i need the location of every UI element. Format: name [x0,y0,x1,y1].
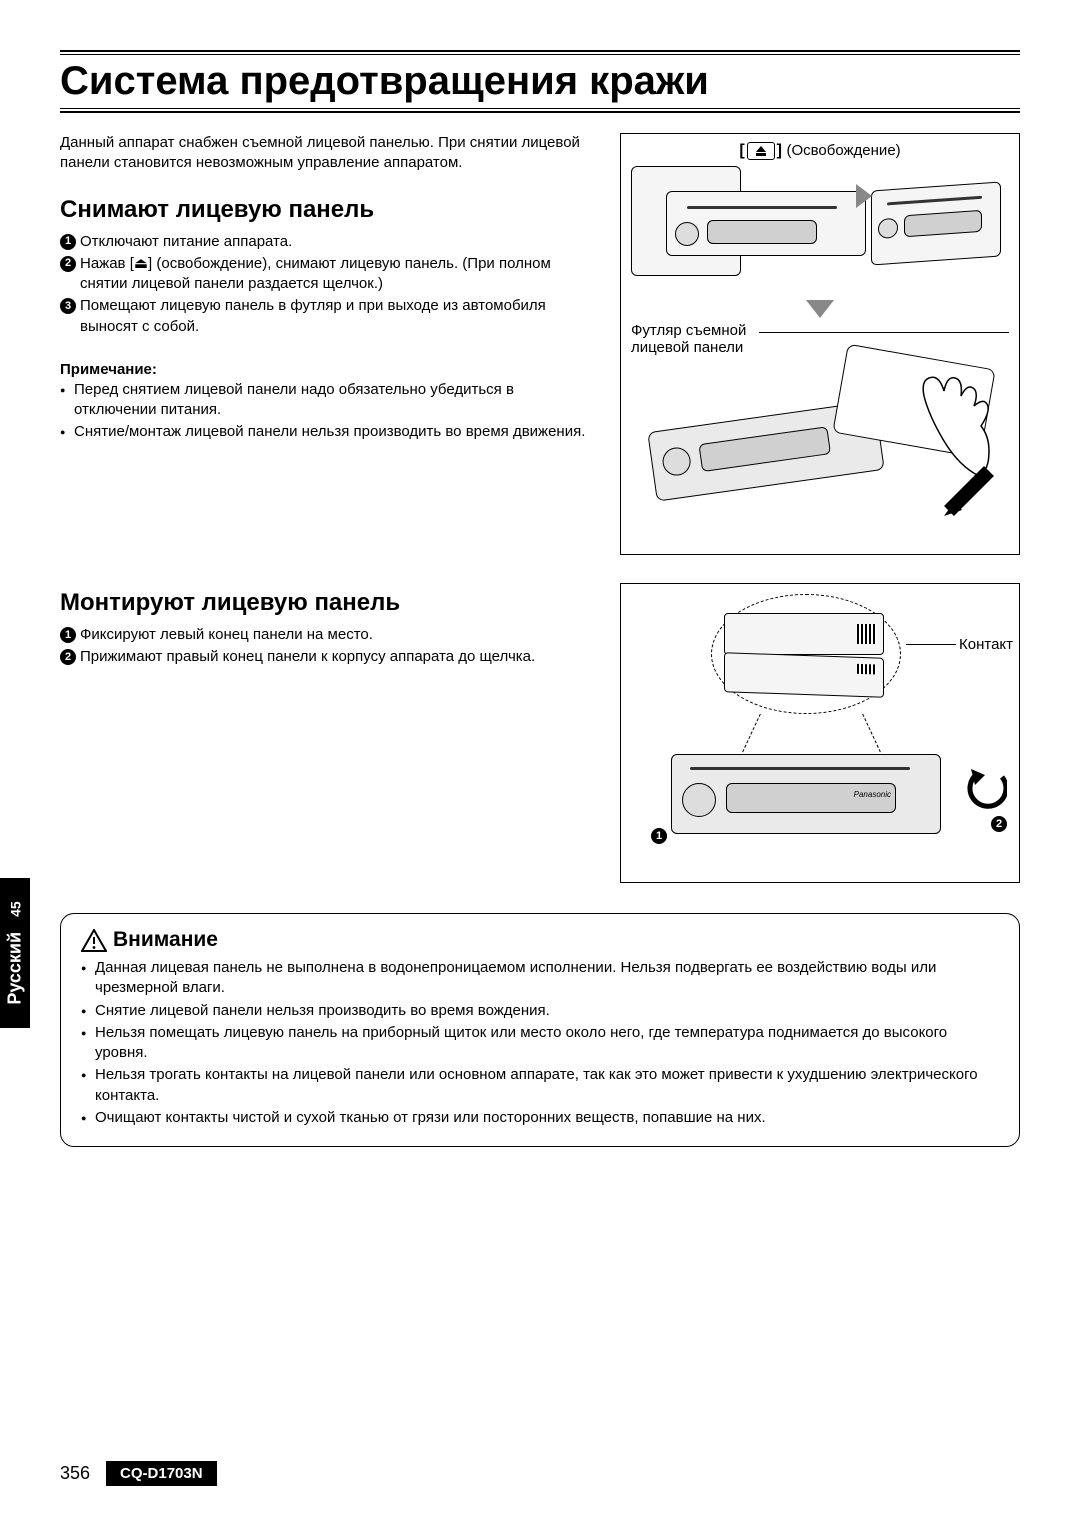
arrow-right-icon [856,184,872,208]
right-column-figure-1: [] (Освобождение) Футляр съем [620,133,1020,573]
case-illustration [631,356,1009,546]
side-page-ref: 45 [8,901,24,917]
step-badge-1: 1 [60,234,76,250]
list-item: 1Фиксируют левый конец панели на место. [60,625,600,645]
rule-under-title-1 [60,108,1020,109]
model-badge: CQ-D1703N [106,1461,217,1486]
curved-arrow-icon [967,769,1007,809]
panel-main-illustration: Panasonic [671,754,941,834]
list-item: 2Нажав [⏏] (освобождение), снимают лицев… [60,254,600,295]
list-item: Перед снятием лицевой панели надо обязат… [60,380,600,421]
rule-top-thick [60,50,1020,52]
list-item: Снятие лицевой панели нельзя производить… [81,1001,999,1021]
remove-notes: Перед снятием лицевой панели надо обязат… [60,380,600,443]
step-badge-1: 1 [60,627,76,643]
content-row-2: Монтируют лицевую панель 1Фиксируют левы… [60,583,1020,883]
list-item: Нельзя помещать лицевую панель на прибор… [81,1023,999,1064]
left-column: Данный аппарат снабжен съемной лицевой п… [60,133,600,573]
step-badge-2: 2 [60,649,76,665]
list-item: Очищают контакты чистой и сухой тканью о… [81,1108,999,1128]
intro-text: Данный аппарат снабжен съемной лицевой п… [60,133,600,174]
list-item: 3Помещают лицевую панель в футляр и при … [60,296,600,337]
right-column-figure-2: Контакт Panasonic 1 2 [620,583,1020,883]
device-illustration [631,166,1009,296]
list-item: Данная лицевая панель не выполнена в вод… [81,958,999,999]
release-label: (Освобождение) [786,142,900,159]
side-language: Pусский [5,932,25,1005]
caution-title-row: Внимание [81,928,999,952]
caution-box: Внимание Данная лицевая панель не выполн… [60,913,1020,1147]
footer: 356 CQ-D1703N [60,1461,1020,1486]
step-badge-3: 3 [60,298,76,314]
remove-heading: Снимают лицевую панель [60,196,600,224]
page-title: Система предотвращения кражи [60,59,1020,104]
list-item: 1Отключают питание аппарата. [60,232,600,252]
rule-top-thin [60,54,1020,55]
step-text: Нажав [⏏] (освобождение), снимают лицеву… [80,254,600,295]
release-label-row: [] (Освобождение) [631,142,1009,160]
remove-steps: 1Отключают питание аппарата. 2Нажав [⏏] … [60,232,600,337]
list-item: Нельзя трогать контакты на лицевой панел… [81,1065,999,1106]
install-heading: Монтируют лицевую панель [60,589,600,617]
callout-badge-1: 1 [651,828,667,844]
arrow-insert-icon [944,466,999,521]
step-text: Фиксируют левый конец панели на место. [80,625,373,645]
contact-zoom-circle [711,594,901,714]
content-row-1: Данный аппарат снабжен съемной лицевой п… [60,133,1020,573]
contact-label: Контакт [959,636,1013,653]
step-text: Отключают питание аппарата. [80,232,292,252]
figure-release: [] (Освобождение) Футляр съем [620,133,1020,555]
release-icon [747,142,775,160]
caution-list: Данная лицевая панель не выполнена в вод… [81,958,999,1128]
list-item: 2Прижимают правый конец панели к корпусу… [60,647,600,667]
step-text: Прижимают правый конец панели к корпусу … [80,647,535,667]
step-badge-2: 2 [60,256,76,272]
note-heading: Примечание: [60,361,600,378]
side-language-tab: Pусский 45 [0,878,30,1028]
figure-install: Контакт Panasonic 1 2 [620,583,1020,883]
install-steps: 1Фиксируют левый конец панели на место. … [60,625,600,668]
case-label: Футляр съемной лицевой панели [631,322,751,356]
list-item: Снятие/монтаж лицевой панели нельзя прои… [60,422,600,442]
step-text: Помещают лицевую панель в футляр и при в… [80,296,600,337]
rule-under-title-2 [60,111,1020,113]
left-column-2: Монтируют лицевую панель 1Фиксируют левы… [60,583,600,883]
caution-heading: Внимание [113,928,218,952]
warning-triangle-icon [81,929,107,952]
callout-badge-2: 2 [991,816,1007,832]
arrow-down-icon [806,300,834,318]
page-number: 356 [60,1463,90,1484]
